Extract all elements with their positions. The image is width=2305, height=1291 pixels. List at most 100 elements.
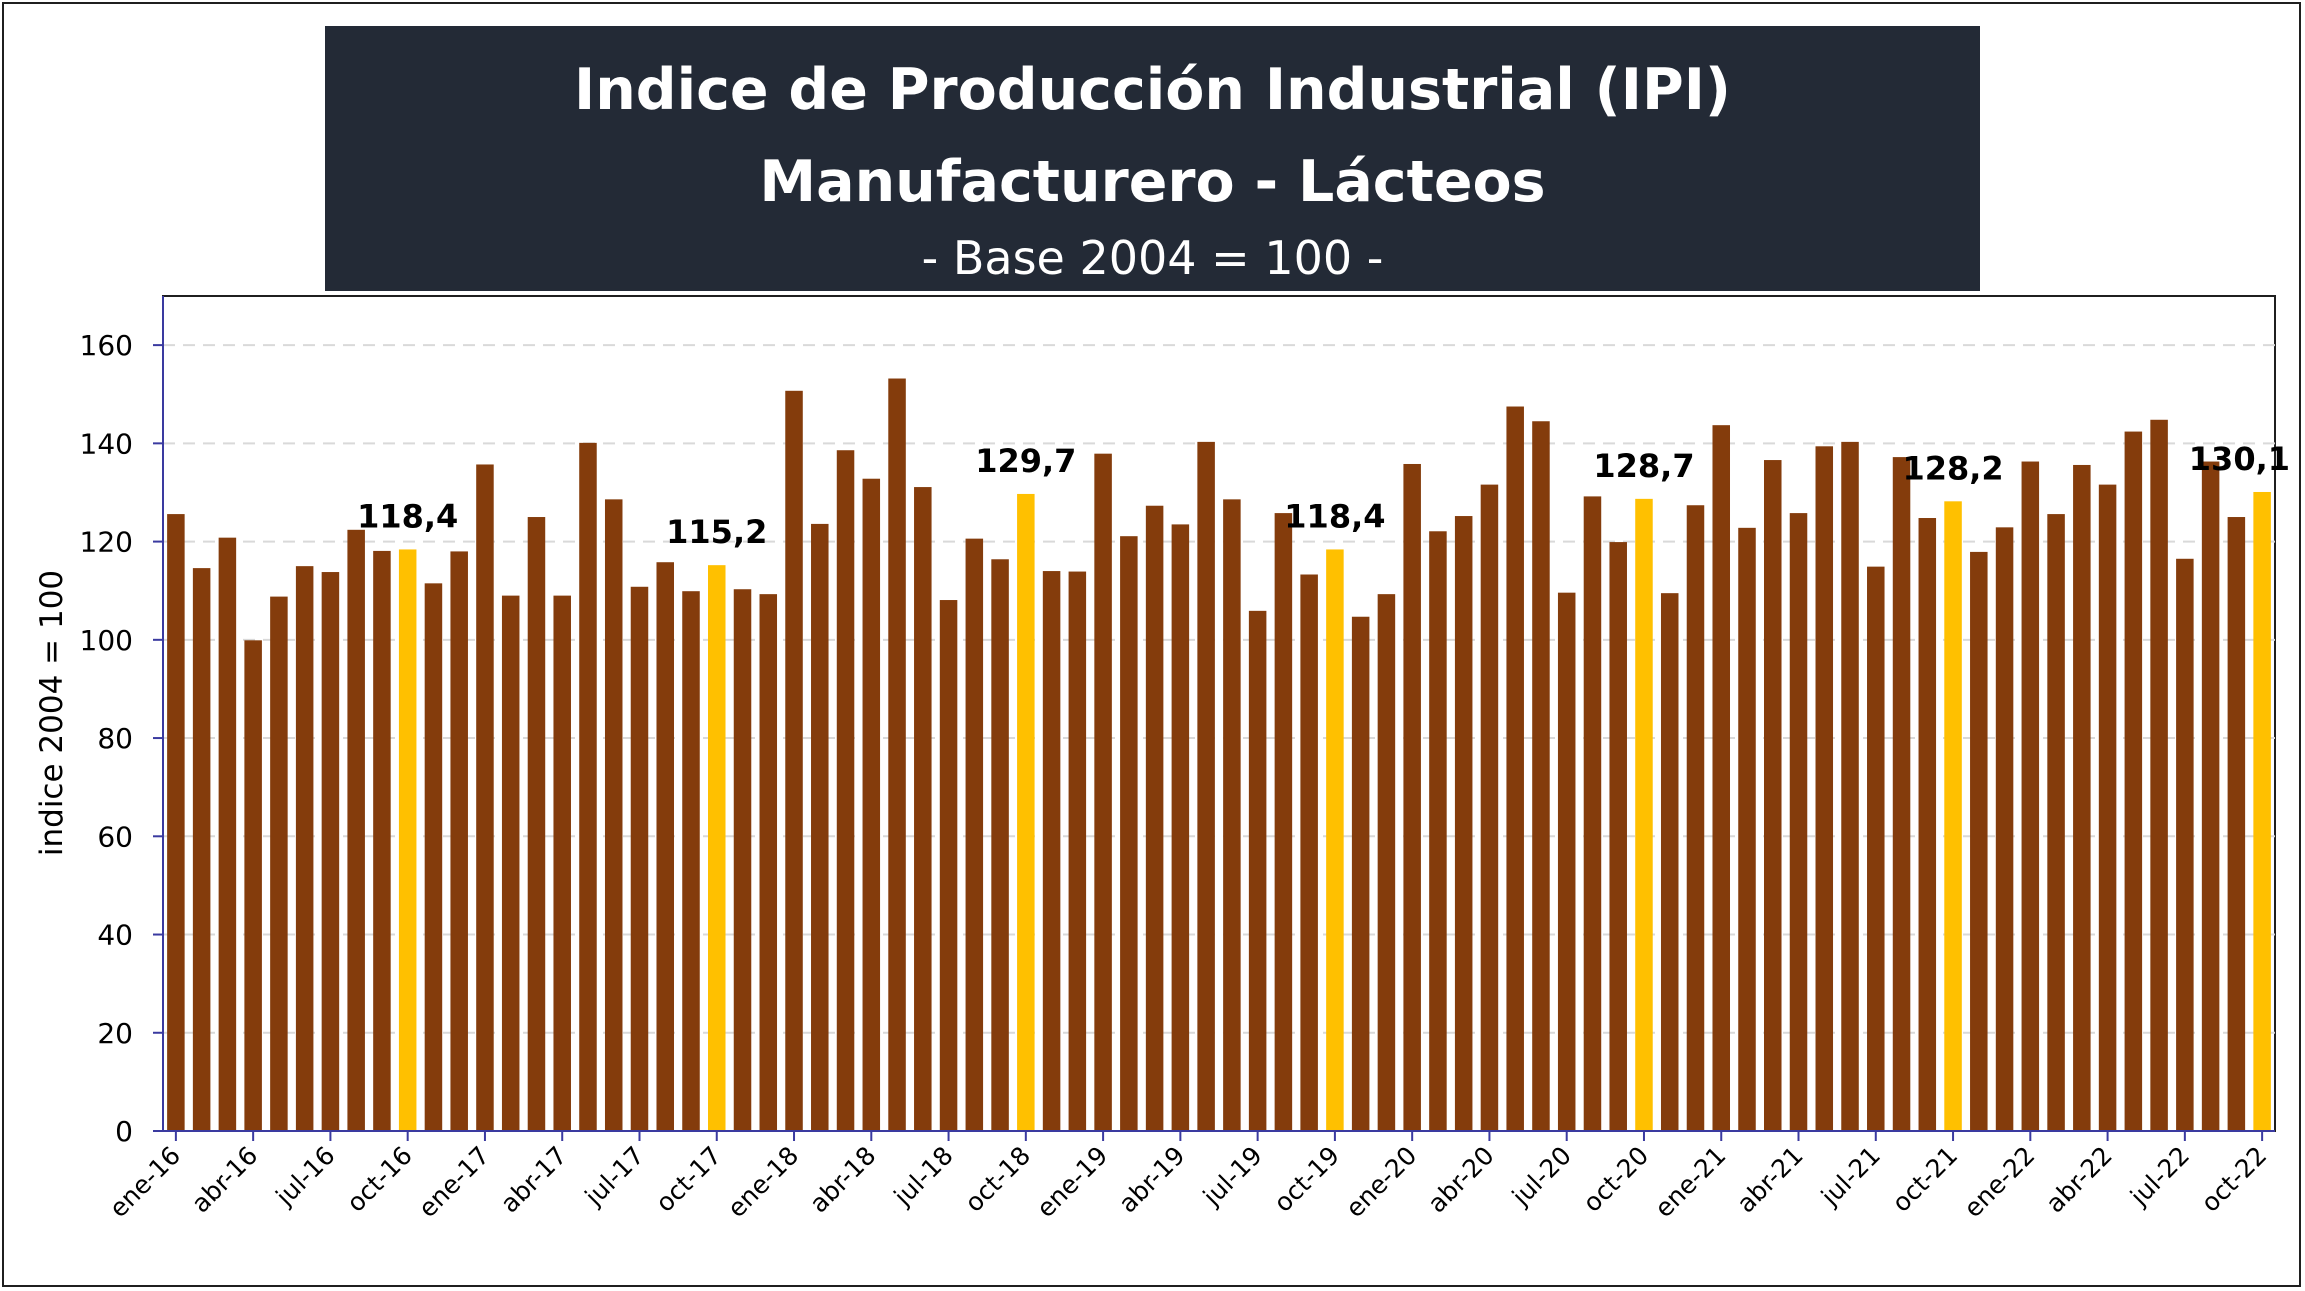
- x-tick-label: oct-19: [1268, 1141, 1345, 1218]
- x-tick-label: jul-18: [888, 1141, 959, 1212]
- bar-abr-19: [1171, 524, 1190, 1131]
- bar-sep-16: [373, 550, 391, 1131]
- bar-may-19: [1197, 441, 1215, 1132]
- x-tick-label: abr-16: [186, 1141, 264, 1219]
- x-tick-label: oct-21: [1886, 1141, 1963, 1218]
- bar-ene-22: [2021, 461, 2040, 1131]
- data-label: 115,2: [666, 513, 767, 551]
- x-tick-label: abr-21: [1731, 1141, 1809, 1219]
- bar-mar-20: [1454, 516, 1473, 1131]
- bar-feb-18: [811, 523, 829, 1131]
- bar-abr-17: [553, 595, 571, 1131]
- bar-dic-17: [759, 594, 778, 1131]
- bar-dic-21: [1995, 527, 2014, 1131]
- axes: [162, 296, 2275, 1132]
- bar-abr-20: [1480, 484, 1499, 1131]
- bar-jun-22: [2150, 419, 2168, 1131]
- bar-oct-22: [2253, 491, 2271, 1132]
- x-tick-label: jul-21: [1815, 1141, 1886, 1212]
- title-banner: Indice de Producción Industrial (IPI) Ma…: [325, 26, 1980, 291]
- x-tick-label: abr-22: [2040, 1141, 2118, 1219]
- bar-jul-20: [1557, 592, 1576, 1131]
- y-tick-label: 80: [97, 722, 133, 755]
- bar-may-16: [270, 596, 288, 1131]
- bar-mar-17: [527, 517, 546, 1131]
- bars: [167, 378, 2271, 1132]
- x-tick-label: jul-19: [1197, 1141, 1268, 1212]
- bar-sep-17: [682, 591, 700, 1131]
- bar-ene-18: [785, 390, 803, 1131]
- bar-dic-16: [450, 551, 468, 1131]
- bar-jul-17: [630, 586, 649, 1131]
- bar-feb-19: [1120, 536, 1138, 1131]
- bar-ago-18: [965, 538, 984, 1131]
- bar-mar-19: [1145, 505, 1164, 1131]
- bar-ene-16: [167, 514, 185, 1131]
- bar-mar-22: [2073, 464, 2091, 1131]
- bar-jun-17: [604, 499, 623, 1131]
- bar-may-18: [888, 378, 906, 1131]
- x-tick-label: abr-17: [495, 1141, 573, 1219]
- bar-nov-16: [424, 583, 443, 1131]
- x-tick-label: jul-16: [270, 1141, 341, 1212]
- y-tick-labels: 0 20 40 60 80 100 120 140 160: [80, 329, 163, 1148]
- bar-dic-19: [1377, 594, 1396, 1131]
- bar-jul-21: [1867, 566, 1885, 1131]
- x-tick-label: jul-17: [579, 1141, 650, 1212]
- bar-ago-19: [1274, 513, 1293, 1131]
- y-tick-label: 160: [80, 329, 133, 362]
- bar-feb-16: [192, 568, 211, 1131]
- bar-jul-18: [939, 600, 958, 1131]
- x-tick-label: ene-17: [413, 1141, 495, 1223]
- bar-jul-22: [2176, 558, 2194, 1131]
- data-label: 130,1: [2189, 440, 2290, 478]
- bar-dic-18: [1068, 571, 1087, 1131]
- bar-abr-16: [244, 640, 262, 1131]
- data-label: 128,7: [1593, 447, 1694, 485]
- bar-ene-21: [1712, 425, 1731, 1131]
- y-tick-label: 140: [80, 427, 133, 460]
- chart-subtitle: - Base 2004 = 100 -: [921, 231, 1384, 285]
- data-label: 128,2: [1902, 449, 2003, 487]
- bar-feb-22: [2047, 514, 2065, 1131]
- bar-feb-17: [501, 595, 520, 1131]
- bar-nov-19: [1351, 616, 1370, 1131]
- x-tick-label: oct-18: [959, 1141, 1036, 1218]
- bar-ago-20: [1583, 496, 1602, 1131]
- bar-jul-16: [321, 572, 340, 1131]
- bar-feb-21: [1738, 527, 1756, 1131]
- x-tick-label: ene-19: [1031, 1141, 1113, 1223]
- bar-jun-21: [1841, 441, 1859, 1132]
- chart-title: Indice de Producción Industrial (IPI) Ma…: [574, 57, 1731, 215]
- bar-oct-18: [1017, 493, 1035, 1132]
- bar-abr-18: [862, 478, 881, 1131]
- bar-ago-16: [347, 529, 365, 1131]
- y-tick-label: 20: [97, 1017, 133, 1050]
- data-labels: 118,4 115,2 129,7 118,4 128,7 128,2 130,1: [357, 440, 2290, 551]
- y-tick-label: 40: [97, 919, 133, 952]
- bar-sep-20: [1609, 542, 1627, 1131]
- bar-nov-20: [1660, 593, 1679, 1131]
- y-axis-label: indice 2004 = 100: [34, 570, 70, 856]
- bar-ago-21: [1892, 457, 1911, 1131]
- x-tick-label: oct-16: [341, 1141, 418, 1218]
- bar-mar-16: [218, 537, 237, 1131]
- bar-jun-16: [295, 566, 314, 1131]
- y-tick-label: 120: [80, 526, 133, 559]
- bar-may-20: [1506, 406, 1524, 1131]
- bar-nov-21: [1970, 551, 1988, 1131]
- data-label: 129,7: [975, 442, 1076, 480]
- bar-feb-20: [1429, 531, 1447, 1131]
- x-tick-label: jul-22: [2124, 1141, 2195, 1212]
- bar-ene-19: [1094, 453, 1112, 1132]
- bar-jun-18: [914, 487, 932, 1132]
- x-tick-label: abr-19: [1113, 1141, 1191, 1219]
- bar-dic-20: [1686, 505, 1705, 1131]
- bar-sep-22: [2227, 517, 2246, 1131]
- x-tick-label: oct-20: [1577, 1141, 1654, 1218]
- bar-nov-18: [1042, 571, 1061, 1131]
- x-tick-label: ene-20: [1340, 1141, 1422, 1223]
- bar-oct-21: [1944, 501, 1962, 1131]
